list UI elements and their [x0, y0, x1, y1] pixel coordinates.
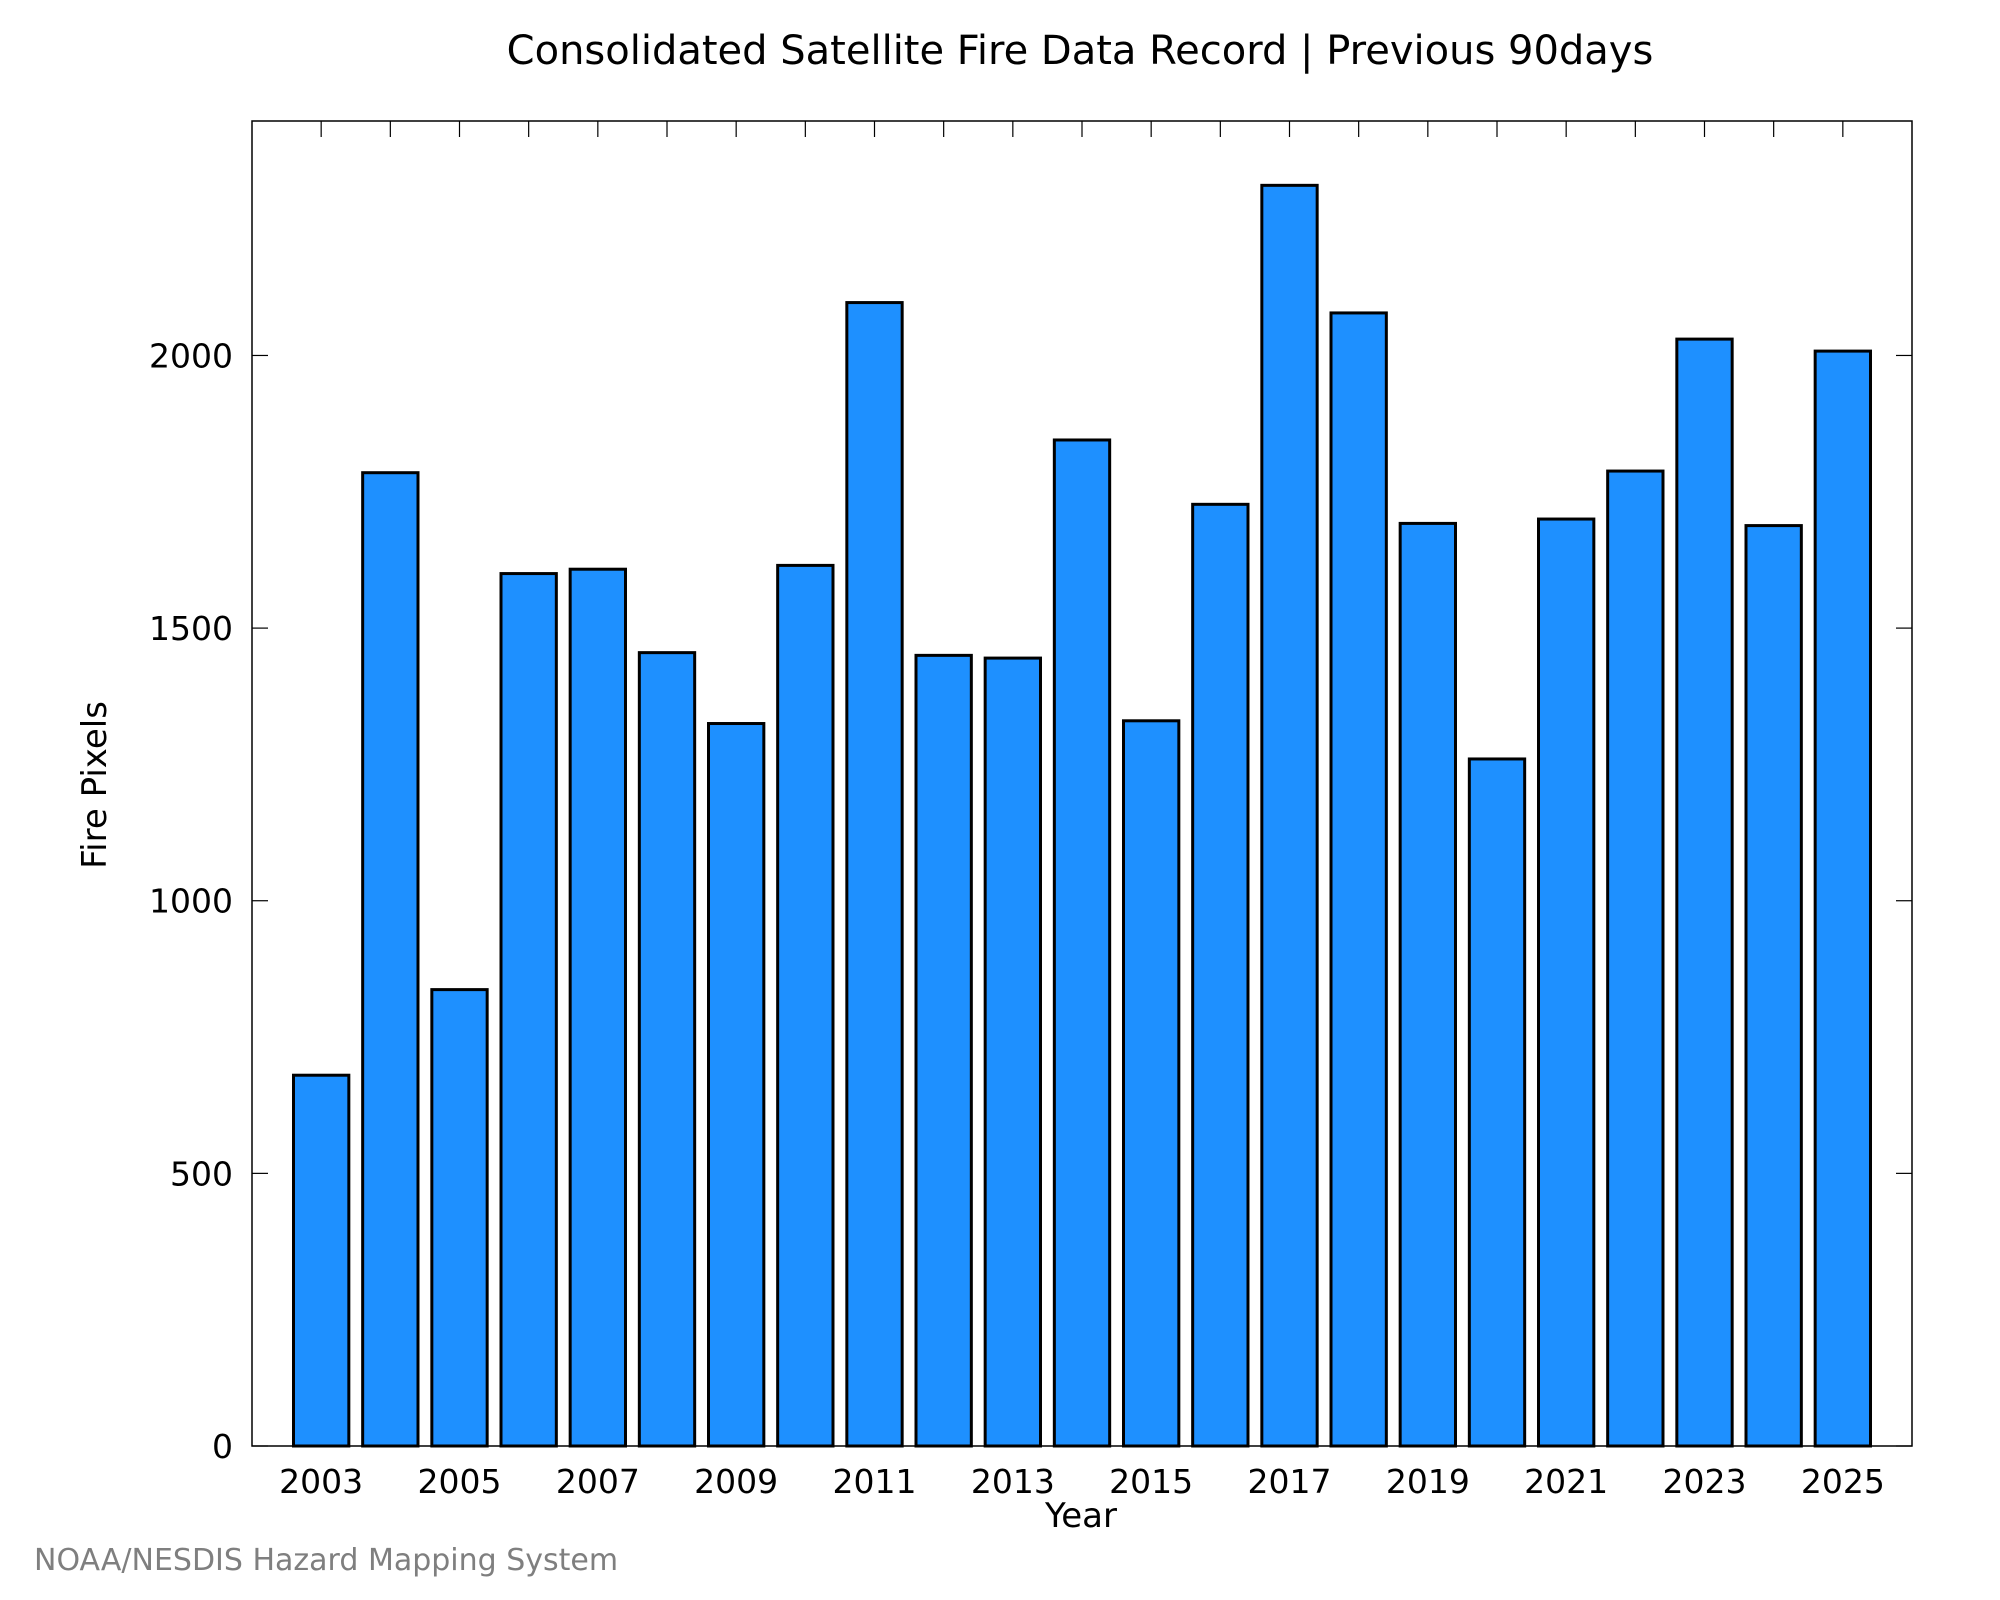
- x-tick-label-2003: 2003: [279, 1462, 363, 1501]
- x-tick-label-2025: 2025: [1801, 1462, 1885, 1501]
- bars: [292, 183, 1872, 1448]
- x-tick-label-2007: 2007: [556, 1462, 640, 1501]
- y-tick-label-1000: 1000: [149, 882, 233, 921]
- y-tick-label-2000: 2000: [149, 336, 233, 375]
- y-tick-label-1500: 1500: [149, 609, 233, 648]
- bar-2005: [430, 988, 489, 1448]
- bar-2014: [1052, 438, 1112, 1448]
- bar-2018: [1329, 311, 1388, 1448]
- bar-2023: [1675, 337, 1734, 1448]
- x-tick-label-2011: 2011: [833, 1462, 917, 1501]
- bar-2011: [845, 301, 904, 1448]
- bar-2006: [499, 572, 558, 1448]
- bar-2015: [1122, 719, 1181, 1448]
- bar-2024: [1744, 524, 1803, 1448]
- bar-2004: [361, 471, 420, 1448]
- bar-2020: [1467, 757, 1527, 1448]
- bar-2017: [1260, 183, 1319, 1448]
- x-tick-label-2021: 2021: [1524, 1462, 1608, 1501]
- bar-2007: [568, 567, 628, 1448]
- y-axis-label: Fire Pixels: [75, 701, 115, 869]
- bar-2012: [914, 653, 973, 1448]
- x-tick-label-2023: 2023: [1663, 1462, 1747, 1501]
- bar-2025: [1813, 349, 1872, 1448]
- x-tick-label-2015: 2015: [1109, 1462, 1193, 1501]
- bar-2022: [1606, 469, 1665, 1448]
- y-tick-label-0: 0: [212, 1427, 233, 1466]
- bar-2008: [637, 651, 697, 1448]
- x-tick-labels: 2003 2005 2007 2009 2011 2013 2015 2017 2019 2021…: [279, 1462, 1885, 1501]
- bar-2013: [983, 656, 1043, 1448]
- bar-2016: [1191, 502, 1250, 1448]
- y-tick-labels: 0 500 1000 1500 2000: [149, 336, 233, 1466]
- x-axis-label: Year: [1044, 1496, 1117, 1536]
- x-tick-label-2009: 2009: [694, 1462, 778, 1501]
- chart-title: Consolidated Satellite Fire Data Record …: [507, 28, 1654, 74]
- x-tick-label-2017: 2017: [1248, 1462, 1332, 1501]
- bar-2021: [1537, 517, 1596, 1448]
- bar-2003: [292, 1073, 351, 1448]
- bar-2009: [707, 722, 766, 1448]
- credit-text: NOAA/NESDIS Hazard Mapping System: [34, 1543, 618, 1578]
- x-tick-label-2005: 2005: [418, 1462, 502, 1501]
- y-tick-label-500: 500: [170, 1154, 233, 1193]
- x-tick-label-2013: 2013: [971, 1462, 1055, 1501]
- bar-2019: [1398, 521, 1457, 1448]
- x-tick-label-2019: 2019: [1386, 1462, 1470, 1501]
- bar-2010: [776, 563, 835, 1448]
